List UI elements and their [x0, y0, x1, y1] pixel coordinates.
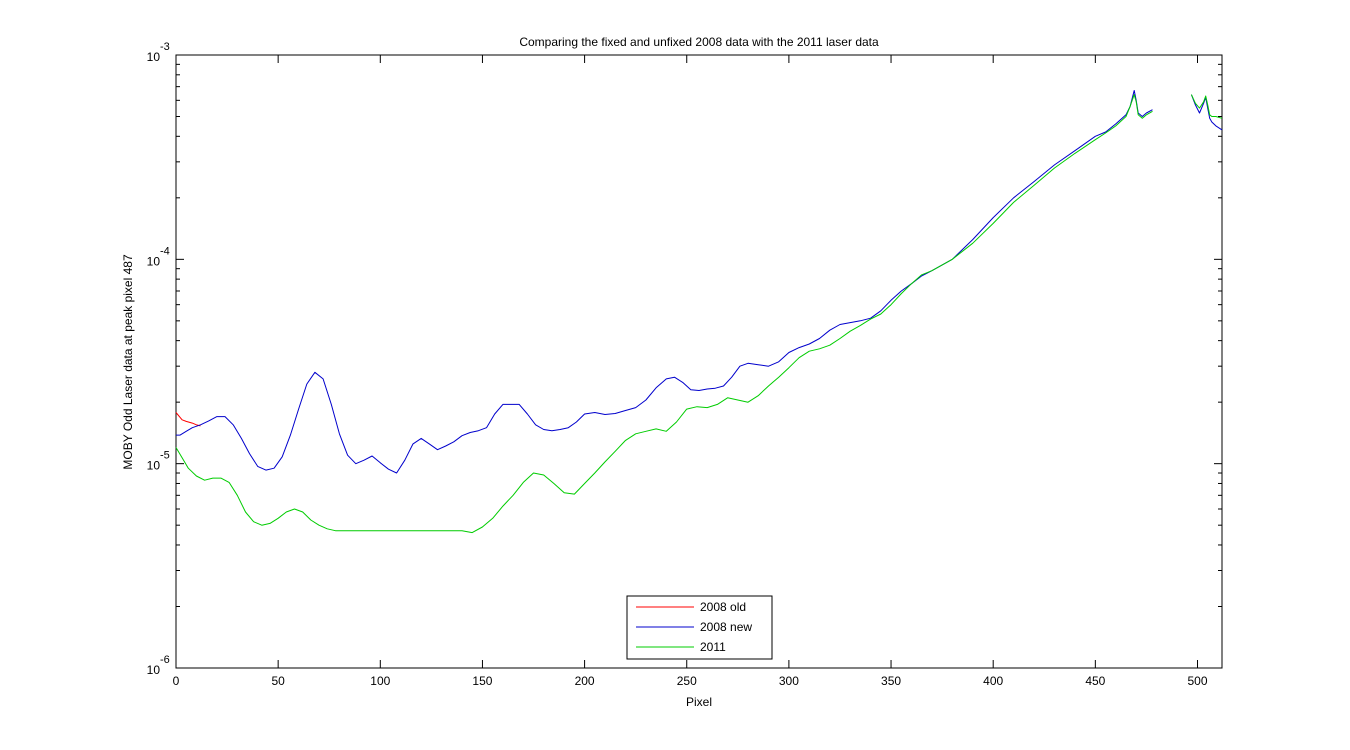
legend-label-2011: 2011 [700, 640, 726, 654]
x-tick-label: 350 [881, 674, 901, 688]
chart-title: Comparing the fixed and unfixed 2008 dat… [519, 35, 879, 49]
x-tick-label: 150 [472, 674, 492, 688]
legend-label-2008-old: 2008 old [700, 600, 746, 614]
x-tick-label: 300 [779, 674, 799, 688]
x-tick-label: 0 [173, 674, 180, 688]
y-tick-label-base: 10 [147, 663, 161, 677]
series-line-2008-old [175, 412, 201, 427]
y-tick-label-exponent: -5 [160, 450, 170, 462]
plot-frame [175, 54, 1223, 669]
series-line-2008-new [176, 90, 1153, 474]
x-tick-label: 450 [1085, 674, 1105, 688]
y-tick-label-exponent: -3 [160, 41, 170, 53]
x-tick-label: 50 [271, 674, 285, 688]
x-tick-label: 500 [1187, 674, 1207, 688]
x-tick-label: 250 [677, 674, 697, 688]
y-axis-label: MOBY Odd Laser data at peak pixel 487 [121, 254, 135, 470]
legend-label-2008-new: 2008 new [700, 620, 752, 634]
x-axis-label: Pixel [686, 695, 712, 709]
y-tick-label-exponent: -6 [160, 654, 170, 666]
series-layer [175, 90, 1223, 534]
series-line-2008-new [1190, 94, 1223, 131]
axes-layer: 0 50 100 150 200 250 300 350 400 450 50010-610-510… [147, 41, 1222, 688]
y-tick-label-base: 10 [147, 254, 161, 268]
legend: 2008 old 2008 new 2011 [626, 595, 773, 660]
x-tick-label: 100 [370, 674, 390, 688]
x-tick-label: 200 [575, 674, 595, 688]
y-tick-label-base: 10 [147, 50, 161, 64]
y-tick-label-exponent: -4 [160, 245, 170, 257]
series-line-2011 [1190, 94, 1223, 119]
x-tick-label: 400 [983, 674, 1003, 688]
series-line-2011 [175, 94, 1153, 534]
y-tick-label-base: 10 [147, 459, 161, 473]
